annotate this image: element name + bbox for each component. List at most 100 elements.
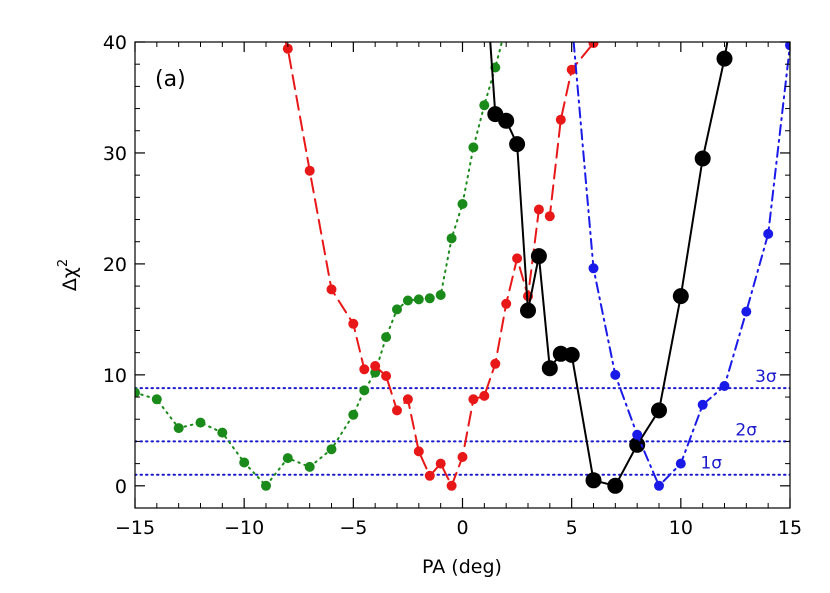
- data-point: [716, 50, 733, 67]
- data-point: [567, 15, 577, 25]
- y-tick-label: 30: [103, 143, 127, 165]
- data-point: [239, 457, 250, 468]
- data-point: [272, 9, 282, 19]
- data-point: [359, 385, 370, 396]
- data-point: [675, 458, 686, 469]
- data-point: [763, 228, 774, 239]
- data-point: [530, 248, 547, 265]
- svg-text:Δχ2: Δχ2: [56, 259, 81, 291]
- data-point: [610, 369, 621, 380]
- data-point: [672, 288, 689, 305]
- data-point: [541, 360, 558, 377]
- x-axis-label: PA (deg): [422, 556, 502, 578]
- series-line: [135, 42, 503, 488]
- data-point: [607, 477, 624, 494]
- data-point: [479, 390, 490, 401]
- data-point: [632, 429, 643, 440]
- data-point: [555, 114, 566, 125]
- data-point: [392, 304, 402, 315]
- data-point: [135, 387, 140, 398]
- series-line: [572, 42, 790, 488]
- y-axis-label: Δχ2: [56, 259, 81, 291]
- data-point: [370, 361, 381, 371]
- y-tick-label: 10: [103, 365, 127, 387]
- data-point: [217, 427, 228, 438]
- axis-ticks: [134, 41, 791, 509]
- data-point: [544, 211, 555, 222]
- data-point: [424, 293, 435, 304]
- data-point: [446, 233, 457, 244]
- data-point: [512, 253, 523, 264]
- y-axis-label-base: Δχ: [59, 267, 81, 291]
- data-point: [479, 100, 490, 111]
- tick-labels: −15 −10 −5 0 5 10 15 0 10 20 30 40: [103, 32, 802, 539]
- data-point: [173, 423, 184, 434]
- data-point: [381, 371, 392, 381]
- data-point: [457, 452, 468, 462]
- sigma-label: 2σ: [735, 420, 757, 440]
- data-point: [490, 358, 501, 369]
- series-4: [567, 15, 790, 491]
- sigma-label: 1σ: [700, 454, 722, 474]
- data-point: [413, 446, 424, 457]
- series-line: [489, 42, 729, 487]
- sigma-reference-lines: [135, 387, 790, 476]
- data-point: [509, 136, 526, 153]
- data-point: [381, 332, 392, 343]
- data-point: [261, 480, 271, 491]
- data-point: [348, 409, 359, 420]
- series-3: [481, 12, 733, 494]
- x-tick-label: 0: [456, 517, 468, 539]
- data-point: [304, 165, 315, 176]
- data-point: [195, 417, 206, 428]
- data-point: [694, 150, 711, 167]
- y-tick-label: 20: [103, 254, 127, 276]
- y-axis-label-superscript: 2: [56, 259, 71, 267]
- data-point: [498, 112, 515, 129]
- x-tick-label: 15: [778, 517, 802, 539]
- data-point: [392, 405, 402, 416]
- panel-label: (a): [155, 67, 186, 92]
- data-point: [348, 318, 359, 329]
- data-point: [151, 394, 162, 405]
- plot-frame: [134, 41, 791, 509]
- data-point: [520, 302, 536, 319]
- data-point: [282, 453, 293, 464]
- data-point: [468, 394, 479, 405]
- data-point: [468, 142, 479, 153]
- x-tick-label: 10: [669, 517, 693, 539]
- data-point: [697, 399, 708, 410]
- data-point: [741, 306, 752, 317]
- data-point: [424, 470, 435, 481]
- sigma-label: 3σ: [755, 367, 777, 387]
- series-line: [284, 42, 595, 489]
- data-point: [481, 12, 497, 28]
- y-tick-label: 40: [103, 32, 127, 54]
- data-point: [282, 43, 293, 54]
- data-point: [326, 284, 337, 295]
- data-point: [326, 444, 337, 455]
- data-point: [654, 480, 664, 491]
- data-point: [435, 458, 446, 469]
- x-tick-label: 5: [566, 517, 578, 539]
- data-point: [585, 472, 602, 489]
- data-point: [402, 295, 413, 306]
- data-point: [651, 402, 667, 419]
- data-point: [563, 346, 580, 363]
- data-point: [304, 461, 315, 472]
- y-tick-label: 0: [115, 476, 127, 498]
- data-point: [457, 199, 468, 209]
- data-point: [588, 263, 599, 274]
- data-point: [629, 436, 646, 453]
- data-point: [446, 480, 457, 491]
- data-point: [566, 64, 577, 75]
- data-point: [501, 20, 511, 30]
- x-tick-label: −15: [115, 517, 155, 539]
- series-1: [135, 20, 511, 491]
- data-point: [719, 381, 730, 391]
- data-point: [402, 394, 413, 405]
- data-point: [785, 42, 790, 51]
- data-point: [435, 290, 446, 300]
- data-point: [359, 364, 370, 375]
